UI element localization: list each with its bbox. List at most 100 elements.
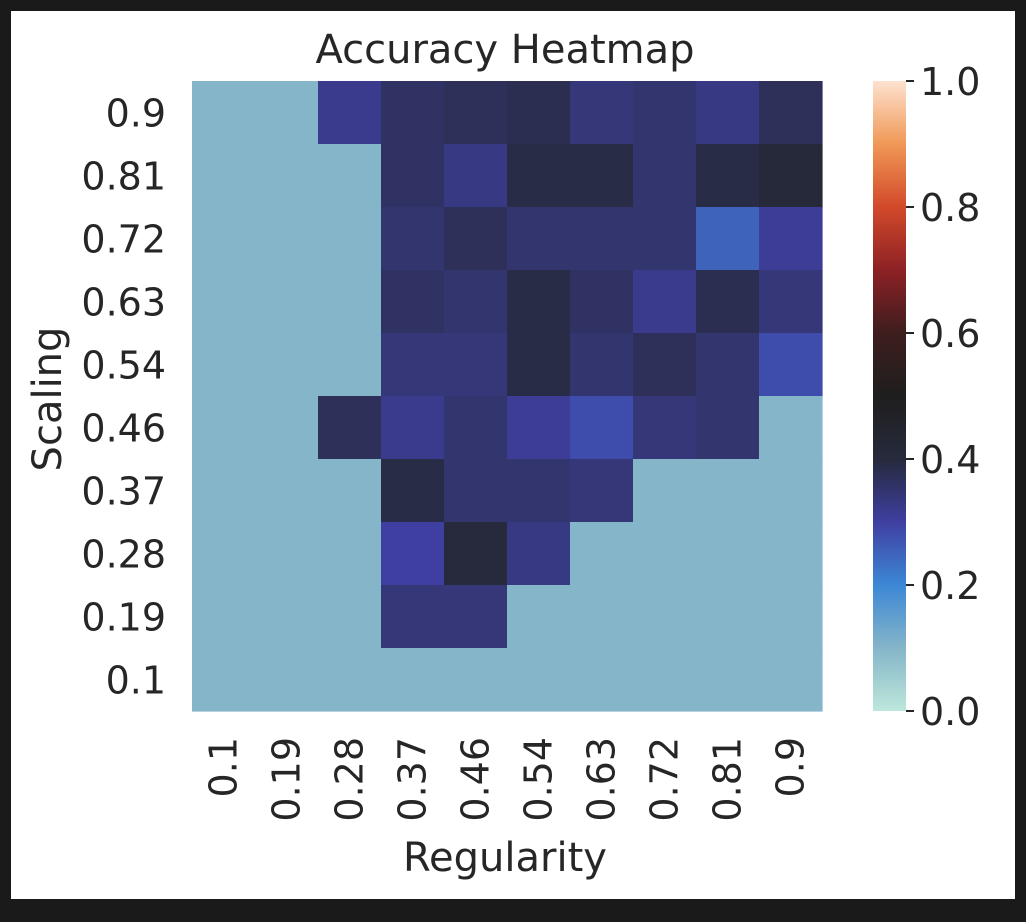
heatmap-cell — [444, 522, 508, 586]
heatmap-cell — [192, 585, 256, 649]
heatmap-cell — [192, 459, 256, 523]
heatmap-cell — [633, 207, 697, 271]
x-tick-label: 0.1 — [202, 737, 246, 797]
heatmap-cell — [255, 459, 319, 523]
heatmap-cell — [633, 648, 697, 712]
x-tick-label: 0.9 — [769, 737, 813, 797]
heatmap-cell — [759, 207, 823, 271]
heatmap-cell — [255, 333, 319, 397]
heatmap-cell — [507, 396, 571, 460]
x-tick-label: 0.19 — [265, 737, 309, 822]
heatmap-cell — [192, 333, 256, 397]
heatmap-cell — [192, 648, 256, 712]
colorbar-tick-label: 0.4 — [920, 438, 980, 482]
heatmap-cell — [696, 648, 760, 712]
heatmap-cell — [633, 81, 697, 145]
y-axis-label: Scaling — [25, 327, 71, 472]
heatmap-cell — [255, 522, 319, 586]
heatmap-cell — [381, 270, 445, 334]
heatmap-cell — [318, 333, 382, 397]
heatmap-cell — [255, 144, 319, 208]
x-tick-label: 0.63 — [580, 737, 624, 822]
heatmap-cell — [633, 396, 697, 460]
heatmap-cell — [444, 270, 508, 334]
heatmap-cell — [318, 459, 382, 523]
heatmap-cell — [696, 270, 760, 334]
colorbar-tick-label: 0.0 — [920, 690, 980, 734]
heatmap-cell — [381, 396, 445, 460]
colorbar — [873, 81, 906, 711]
heatmap-cell — [444, 396, 508, 460]
heatmap-cell — [570, 144, 634, 208]
heatmap-cell — [381, 585, 445, 649]
heatmap-cell — [633, 333, 697, 397]
heatmap-cell — [633, 270, 697, 334]
y-tick-label: 0.9 — [106, 92, 166, 136]
heatmap-cell — [444, 144, 508, 208]
heatmap-cell — [696, 396, 760, 460]
heatmap-cell — [255, 396, 319, 460]
heatmap-cell — [696, 522, 760, 586]
heatmap-cell — [192, 270, 256, 334]
heatmap-cell — [507, 648, 571, 712]
figure-canvas: Accuracy Heatmap 0.9 0.81 0.72 0.63 0.54 0.46… — [11, 11, 1015, 899]
heatmap-cell — [570, 459, 634, 523]
heatmap-cell — [318, 207, 382, 271]
heatmap-cell — [759, 522, 823, 586]
heatmap-cell — [507, 459, 571, 523]
heatmap-cell — [255, 648, 319, 712]
y-tick-label: 0.1 — [106, 659, 166, 703]
heatmap-cell — [318, 648, 382, 712]
heatmap-cell — [507, 333, 571, 397]
x-tick-label: 0.28 — [328, 737, 372, 822]
heatmap-cell — [318, 144, 382, 208]
x-tick-label: 0.81 — [706, 737, 750, 822]
x-tick-label: 0.37 — [391, 737, 435, 822]
heatmap-cell — [633, 585, 697, 649]
heatmap-cell — [570, 207, 634, 271]
chart-title: Accuracy Heatmap — [315, 27, 694, 73]
heatmap-cell — [696, 81, 760, 145]
heatmap-cell — [759, 81, 823, 145]
heatmap-cell — [318, 81, 382, 145]
heatmap-cell — [444, 585, 508, 649]
heatmap-cells — [192, 81, 823, 712]
heatmap-cell — [444, 333, 508, 397]
heatmap-cell — [633, 522, 697, 586]
heatmap-cell — [255, 270, 319, 334]
heatmap-cell — [192, 207, 256, 271]
heatmap-cell — [381, 333, 445, 397]
heatmap-cell — [255, 207, 319, 271]
heatmap-cell — [570, 522, 634, 586]
heatmap-cell — [570, 81, 634, 145]
y-tick-label: 0.81 — [81, 155, 166, 199]
x-tick-label: 0.72 — [643, 737, 687, 822]
heatmap-cell — [507, 522, 571, 586]
colorbar-tick-label: 1.0 — [920, 60, 980, 104]
x-axis-label: Regularity — [403, 835, 607, 881]
heatmap-cell — [570, 333, 634, 397]
heatmap-cell — [507, 81, 571, 145]
heatmap-cell — [570, 396, 634, 460]
y-tick-label: 0.63 — [81, 281, 166, 325]
heatmap-cell — [318, 270, 382, 334]
heatmap-cell — [381, 207, 445, 271]
colorbar-tick-label: 0.8 — [920, 186, 980, 230]
heatmap-cell — [759, 396, 823, 460]
x-tick-labels: 0.1 0.19 0.28 0.37 0.46 0.54 0.63 0.72 0.81 0.9 — [202, 737, 813, 822]
heatmap-cell — [696, 207, 760, 271]
colorbar-tick-label: 0.2 — [920, 564, 980, 608]
heatmap-cell — [759, 333, 823, 397]
heatmap-cell — [381, 144, 445, 208]
heatmap-cell — [444, 648, 508, 712]
heatmap-cell — [381, 522, 445, 586]
heatmap-cell — [759, 144, 823, 208]
heatmap-chart: Accuracy Heatmap 0.9 0.81 0.72 0.63 0.54 0.46… — [25, 27, 980, 881]
heatmap-cell — [633, 144, 697, 208]
heatmap-cell — [381, 459, 445, 523]
heatmap-cell — [759, 459, 823, 523]
heatmap-cell — [444, 81, 508, 145]
heatmap-cell — [570, 270, 634, 334]
heatmap-cell — [318, 522, 382, 586]
